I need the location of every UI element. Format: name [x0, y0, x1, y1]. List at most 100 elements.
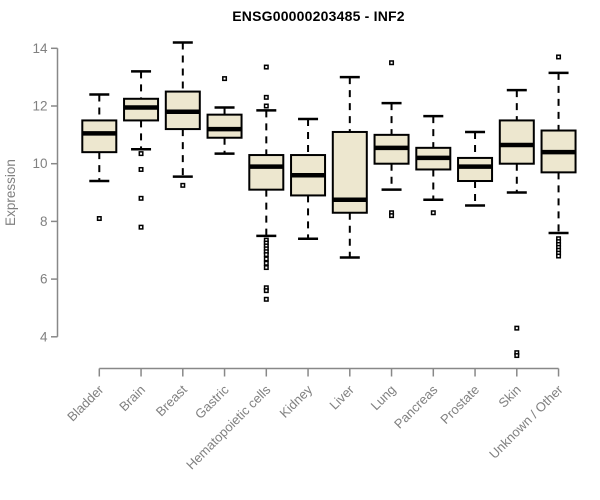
x-tick-label: Kidney: [276, 382, 315, 421]
outlier-point: [389, 213, 395, 219]
x-tick-label: Liver: [326, 382, 357, 413]
outlier-center: [223, 77, 226, 80]
outlier-center: [265, 96, 268, 99]
outlier-point: [263, 260, 269, 266]
outlier-point: [556, 54, 562, 60]
outlier-point: [263, 246, 269, 252]
outlier-center: [140, 168, 143, 171]
outlier-point: [514, 353, 520, 359]
outlier-center: [265, 247, 268, 250]
outlier-point: [430, 210, 436, 216]
outlier-point: [263, 288, 269, 294]
y-tick-label: 14: [32, 41, 48, 56]
outlier-center: [265, 239, 268, 242]
outlier-point: [389, 210, 395, 216]
boxplot-lung: [373, 60, 410, 219]
outlier-center: [265, 262, 268, 265]
outlier-point: [138, 166, 144, 172]
outlier-center: [390, 214, 393, 217]
outlier-point: [556, 236, 562, 242]
outlier-center: [390, 211, 393, 214]
outlier-center: [265, 250, 268, 253]
outlier-point: [138, 224, 144, 230]
boxplot-skin: [498, 88, 535, 359]
boxplot-kidney: [290, 117, 327, 240]
boxplot-prostate: [457, 130, 494, 207]
outlier-center: [265, 66, 268, 69]
outlier-point: [96, 216, 102, 222]
outlier-center: [98, 217, 101, 220]
outlier-point: [263, 252, 269, 258]
outlier-point: [556, 239, 562, 245]
outlier-center: [181, 184, 184, 187]
outlier-center: [432, 211, 435, 214]
outlier-point: [263, 296, 269, 302]
outlier-point: [556, 247, 562, 253]
y-tick-label: 6: [40, 272, 48, 287]
iqr-box: [498, 119, 535, 165]
boxplot-brain: [123, 70, 160, 230]
chart-title: ENSG00000203485 - INF2: [232, 8, 405, 24]
outlier-point: [222, 76, 228, 82]
outlier-center: [265, 242, 268, 245]
outlier-center: [515, 354, 518, 357]
outlier-center: [557, 55, 560, 58]
outlier-point: [556, 241, 562, 247]
x-tick-label: Prostate: [437, 382, 482, 427]
boxplot-unknown-other: [540, 54, 577, 259]
outlier-point: [263, 243, 269, 249]
iqr-box: [206, 113, 243, 139]
y-axis: 4 6 8 10 12 14 Expression: [3, 41, 59, 344]
x-tick-label: Breast: [153, 382, 190, 419]
outlier-center: [265, 244, 268, 247]
outlier-center: [265, 257, 268, 260]
outlier-point: [389, 60, 395, 66]
y-tick-label: 8: [40, 214, 48, 229]
x-tick-label: Gastric: [192, 382, 232, 422]
x-tick-label: Lung: [368, 382, 399, 413]
outlier-center: [557, 243, 560, 246]
outlier-center: [140, 226, 143, 229]
iqr-box: [457, 156, 494, 183]
outlier-point: [263, 103, 269, 109]
x-tick-label: Brain: [116, 382, 148, 414]
outlier-point: [138, 151, 144, 157]
outlier-point: [514, 350, 520, 356]
y-tick-label: 4: [40, 329, 48, 344]
boxplot-pancreas: [415, 114, 452, 216]
outlier-point: [556, 253, 562, 259]
boxplot-breast: [164, 41, 201, 188]
x-tick-label: Skin: [495, 382, 523, 410]
outlier-point: [263, 94, 269, 100]
boxplot-bladder: [81, 93, 118, 222]
iqr-box: [248, 154, 285, 191]
outlier-point: [138, 195, 144, 201]
y-tick-label: 12: [32, 99, 47, 114]
outlier-center: [557, 240, 560, 243]
boxplot-hematopoietic-cells: [248, 64, 285, 302]
outlier-point: [180, 182, 186, 188]
outlier-center: [557, 255, 560, 258]
outlier-center: [265, 105, 268, 107]
outlier-center: [265, 289, 268, 292]
outlier-point: [263, 249, 269, 255]
outlier-point: [263, 240, 269, 246]
outlier-point: [514, 325, 520, 331]
y-axis-title: Expression: [3, 159, 18, 226]
y-tick-label: 10: [32, 156, 47, 171]
iqr-box: [81, 119, 118, 154]
outlier-point: [263, 256, 269, 262]
outlier-point: [263, 237, 269, 243]
outlier-center: [557, 249, 560, 252]
outlier-center: [140, 152, 143, 155]
outlier-center: [557, 246, 560, 249]
outlier-center: [515, 351, 518, 354]
outlier-center: [265, 286, 268, 289]
outlier-center: [265, 298, 268, 301]
outlier-center: [557, 237, 560, 240]
outlier-point: [556, 244, 562, 250]
outlier-point: [556, 250, 562, 256]
